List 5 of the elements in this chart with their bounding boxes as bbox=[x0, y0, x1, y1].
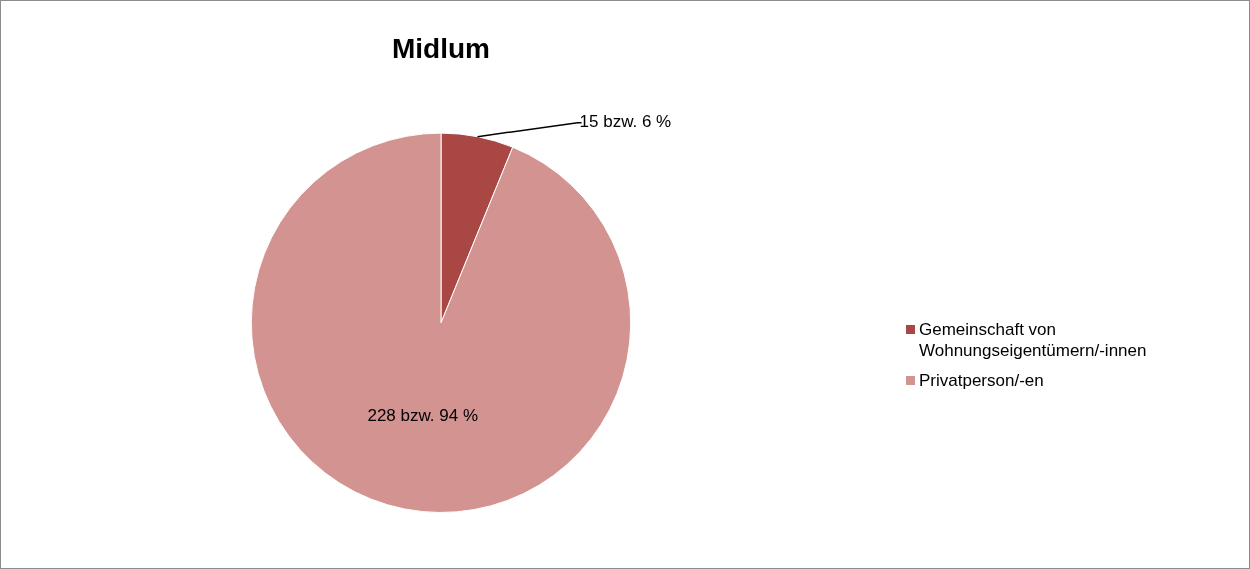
data-label: 15 bzw. 6 % bbox=[579, 112, 672, 132]
legend-label: Privatperson/-en bbox=[919, 370, 1044, 391]
legend-label: Gemeinschaft von Wohnungseigentümern/-innen bbox=[919, 319, 1148, 361]
data-label: 228 bzw. 94 % bbox=[367, 405, 479, 425]
chart-title: Midlum bbox=[392, 32, 490, 64]
